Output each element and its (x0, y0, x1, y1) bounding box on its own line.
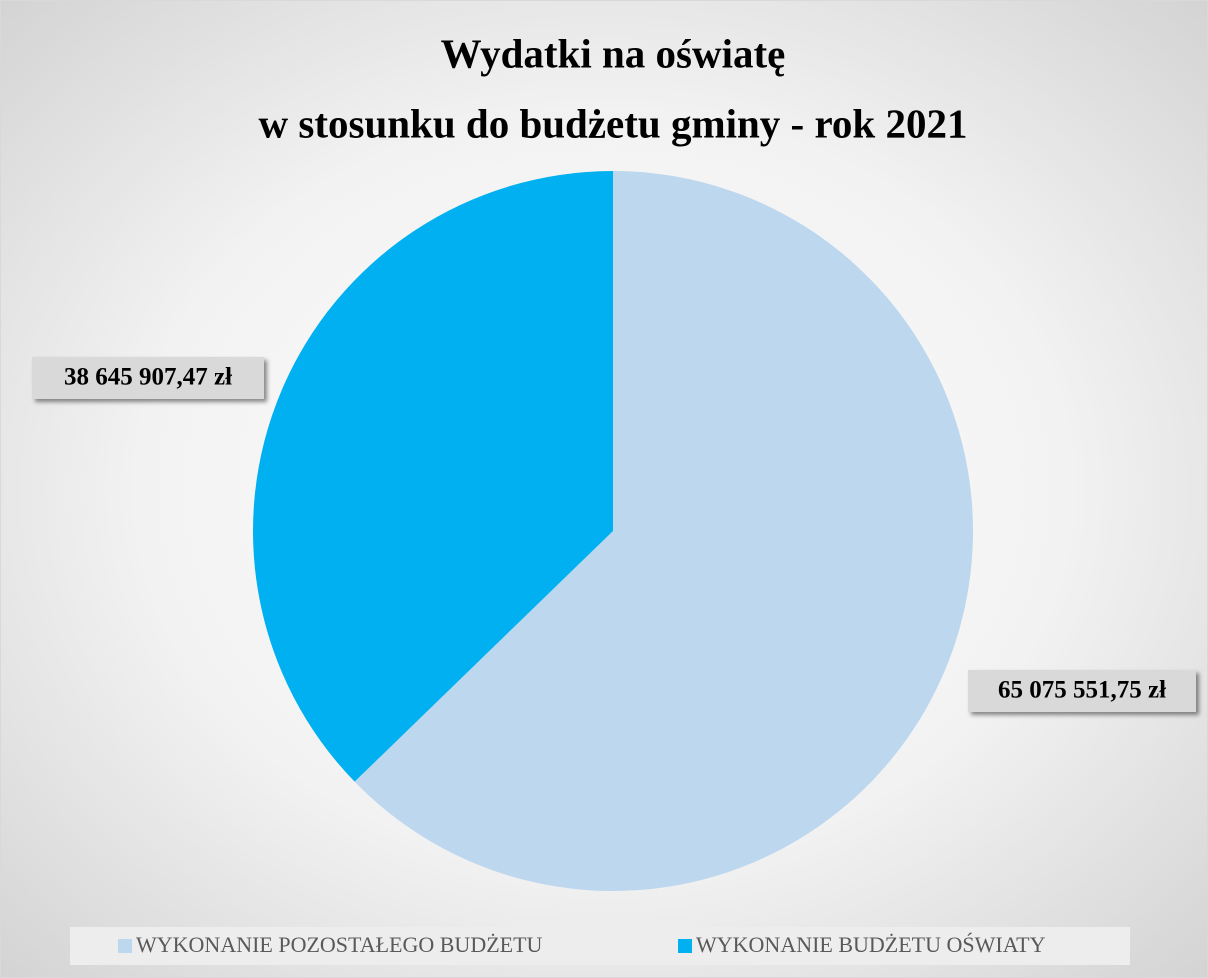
legend-swatch (118, 939, 132, 953)
legend-box (70, 927, 1130, 965)
legend-label: WYKONANIE BUDŻETU OŚWIATY (696, 932, 1046, 957)
legend-label: WYKONANIE POZOSTAŁEGO BUDŻETU (136, 932, 543, 957)
chart-title: w stosunku do budżetu gminy - rok 2021 (259, 100, 968, 146)
legend-swatch (678, 939, 692, 953)
data-label-box (968, 670, 1196, 712)
data-label-box (32, 357, 264, 399)
data-label: 65 075 551,75 zł (998, 677, 1166, 704)
data-label: 38 645 907,47 zł (64, 364, 232, 391)
pie-slice (354, 171, 974, 891)
pie-slice (252, 171, 614, 782)
chart-title: Wydatki na oświatę (441, 30, 786, 76)
